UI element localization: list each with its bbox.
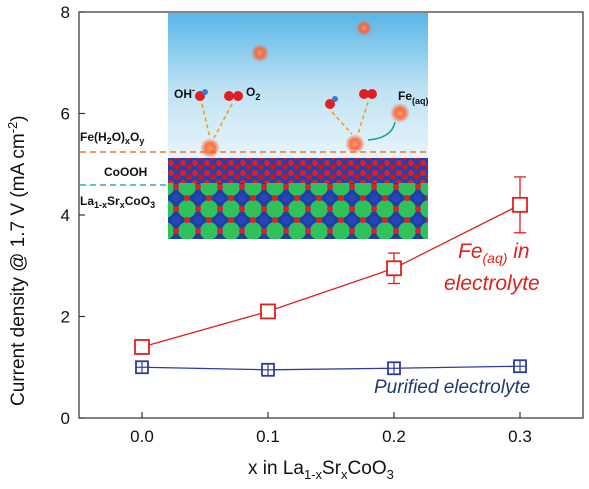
y-tick-label: 8 — [61, 3, 70, 22]
inset-o2-label: O2 — [246, 85, 260, 102]
axis-ticks: 0.0 0.1 0.2 0.3 0 2 4 6 8 — [61, 3, 532, 446]
y-axis-title: Current density @ 1.7 V (mA cm-2) — [5, 115, 29, 406]
y-tick-label: 0 — [61, 409, 70, 428]
legend-fe-aq: Fe(aq) in — [458, 240, 530, 266]
x-axis-title: x in La1-xSrxCoO3 — [248, 458, 394, 482]
y-tick-label: 2 — [61, 308, 70, 327]
data-point — [512, 196, 528, 213]
inset-layer2-label: CoOOH — [104, 165, 147, 179]
inset-layer1-label: Fe(H2O)xOy — [80, 130, 144, 146]
y-tick-label: 4 — [61, 206, 70, 225]
inset-fe-particle — [390, 103, 410, 123]
inset-perovskite-lattice — [168, 183, 428, 239]
y-tick-label: 6 — [61, 105, 70, 124]
inset-exchange-arrow — [367, 121, 396, 141]
series-1 — [135, 359, 527, 377]
data-point — [260, 303, 276, 320]
series-0 — [134, 176, 528, 355]
legend-fe-aq-line2: electrolyte — [444, 272, 540, 295]
x-tick-label: 0.0 — [130, 427, 154, 446]
inset-fe-particle — [251, 44, 269, 62]
series-line — [141, 365, 521, 371]
inset-fe-particle — [356, 20, 372, 36]
x-tick-label: 0.2 — [382, 427, 406, 446]
series-line — [141, 204, 521, 348]
inset-fe-active-site — [200, 138, 220, 158]
data-point — [134, 339, 150, 355]
inset-arrows — [201, 101, 369, 139]
legend-purified: Purified electrolyte — [374, 377, 530, 398]
inset-fe-aq-label: Fe(aq) — [398, 89, 429, 106]
inset-layer3-label: La1-xSrxCoO3 — [80, 194, 155, 210]
x-tick-label: 0.3 — [508, 427, 532, 446]
inset-oxide-layer — [168, 158, 428, 184]
data-series — [134, 176, 528, 377]
x-tick-label: 0.1 — [256, 427, 280, 446]
inset-schematic: OH- O2 Fe(aq) Fe(H2O)xOy CoOOH La1-xSrxC… — [80, 13, 429, 239]
inset-molecules — [195, 89, 377, 109]
inset-fe-active-site — [345, 134, 365, 154]
data-point — [386, 260, 402, 277]
inset-oh-label: OH- — [174, 85, 195, 101]
